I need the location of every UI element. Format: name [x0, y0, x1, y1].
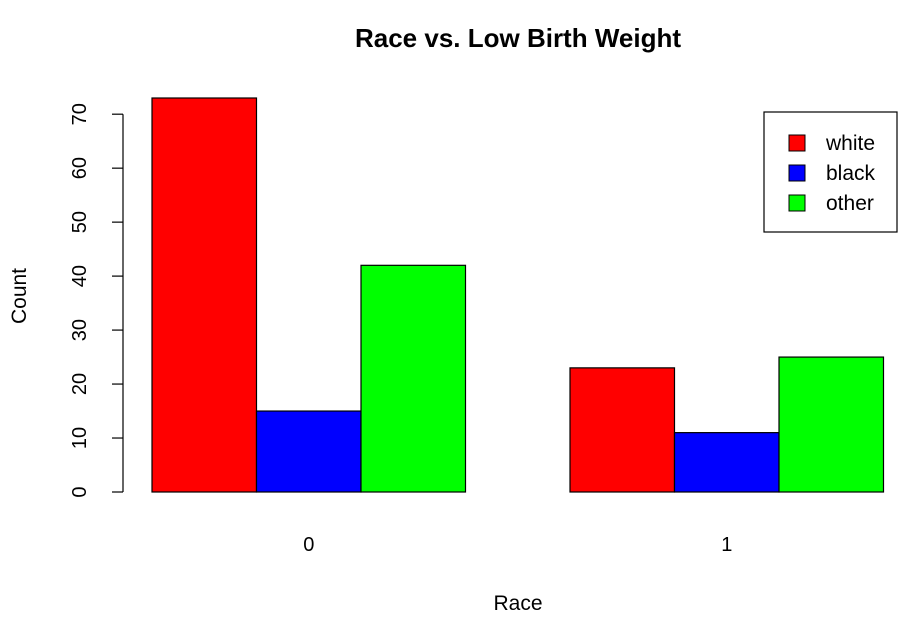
legend-label-white: white [825, 132, 875, 155]
x-tick-label-1: 1 [721, 534, 732, 556]
x-tick-label-0: 0 [303, 534, 314, 556]
y-tick-label: 60 [69, 157, 91, 179]
y-axis-label: Count [8, 268, 31, 324]
chart-title: Race vs. Low Birth Weight [355, 23, 681, 53]
bar-black-0 [255, 410, 362, 493]
legend: white black other [763, 111, 898, 233]
bar-other-1 [778, 356, 885, 493]
y-tick-label: 50 [69, 211, 91, 233]
bars [151, 97, 885, 493]
y-tick-label: 30 [69, 319, 91, 341]
x-axis-label: Race [493, 592, 542, 615]
legend-swatch-white [788, 134, 806, 152]
bar-other-0 [360, 264, 467, 493]
legend-label-black: black [826, 162, 876, 185]
legend-box [763, 111, 898, 233]
y-tick-label: 40 [69, 265, 91, 287]
y-axis: 0 10 20 30 40 50 60 70 [69, 103, 124, 498]
y-tick-label: 20 [69, 373, 91, 395]
y-tick-label: 0 [69, 486, 91, 497]
y-tick-label: 10 [69, 427, 91, 449]
bar-black-1 [673, 432, 780, 493]
legend-label-other: other [826, 192, 874, 215]
legend-swatch-other [788, 194, 806, 212]
legend-swatch-black [788, 164, 806, 182]
bar-white-0 [151, 97, 258, 493]
y-tick-label: 70 [69, 103, 91, 125]
bar-white-1 [569, 367, 676, 493]
